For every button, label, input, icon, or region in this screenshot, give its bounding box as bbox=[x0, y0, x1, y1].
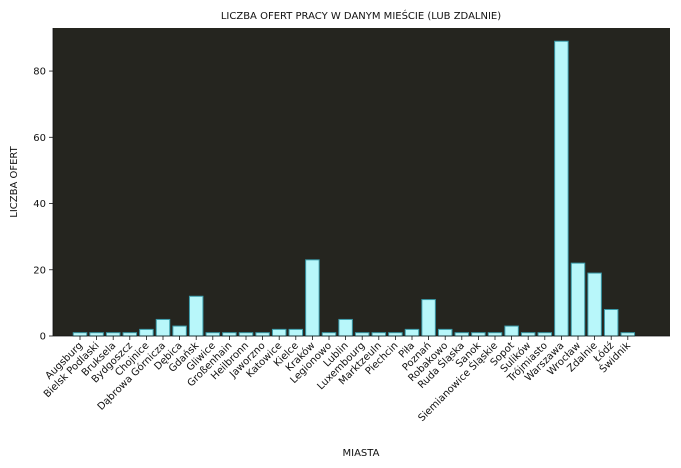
y-tick-label: 80 bbox=[33, 67, 46, 78]
bar bbox=[271, 328, 287, 337]
y-axis: 0 20 40 60 80 bbox=[33, 28, 54, 343]
bar bbox=[388, 332, 403, 337]
y-tick-label: 60 bbox=[33, 133, 46, 144]
bar bbox=[437, 328, 453, 337]
bar bbox=[288, 328, 304, 337]
bar bbox=[487, 332, 503, 337]
bar bbox=[603, 309, 619, 337]
bar bbox=[537, 332, 553, 337]
bar bbox=[421, 299, 436, 337]
bar bbox=[570, 262, 586, 337]
chart-title: LICZBA OFERT PRACY W DANYM MIEŚCIE (LUB … bbox=[221, 9, 501, 22]
bar bbox=[238, 332, 254, 337]
bar bbox=[72, 332, 88, 337]
bar bbox=[105, 332, 121, 337]
bar bbox=[89, 332, 104, 337]
bar bbox=[354, 332, 370, 337]
y-tick-label: 40 bbox=[33, 199, 46, 210]
bar bbox=[520, 332, 536, 337]
bar bbox=[155, 318, 171, 337]
bar bbox=[587, 272, 602, 337]
y-tick-label: 0 bbox=[40, 332, 46, 343]
bars bbox=[72, 40, 636, 337]
bar bbox=[620, 332, 636, 337]
bar bbox=[205, 332, 221, 337]
bar bbox=[122, 332, 138, 337]
bar bbox=[554, 40, 569, 337]
bar bbox=[454, 332, 470, 337]
y-tick-label: 20 bbox=[33, 265, 46, 276]
x-axis-label: MIASTA bbox=[343, 448, 380, 459]
bar bbox=[371, 332, 387, 337]
bar bbox=[305, 259, 320, 337]
bar bbox=[139, 328, 154, 337]
bar bbox=[255, 332, 270, 337]
bar bbox=[471, 332, 486, 337]
bar bbox=[338, 318, 353, 337]
bar bbox=[404, 328, 420, 337]
bar bbox=[504, 325, 519, 337]
bar bbox=[222, 332, 237, 337]
bar bbox=[172, 325, 187, 337]
y-axis-label: LICZBA OFERT bbox=[9, 145, 20, 217]
bar bbox=[188, 295, 204, 337]
bar bbox=[321, 332, 337, 337]
